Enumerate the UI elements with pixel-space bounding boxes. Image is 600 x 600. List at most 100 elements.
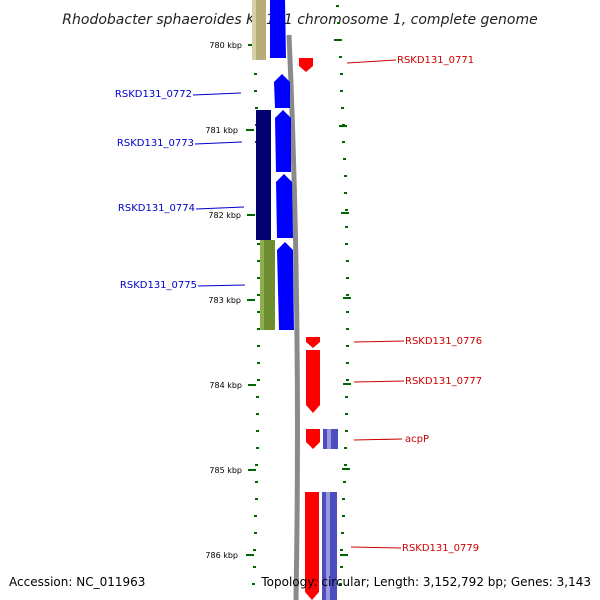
minor-tick-dot [340,73,343,75]
tick-label: 780 kbp [209,41,242,50]
minor-tick-dot [257,260,260,262]
minor-tick-dot [257,311,260,313]
gene-label[interactable]: RSKD131_0774 [118,203,195,214]
minor-tick-dot [255,107,258,109]
minor-tick-dot [254,90,257,92]
label-RSKD131_0774[interactable]: RSKD131_0774 [118,203,245,214]
cog-block-indigo-2-highlight [326,492,330,600]
cog-block-indigo-highlight [327,429,331,449]
gene-label[interactable]: RSKD131_0771 [397,55,474,66]
leader-line [197,284,246,287]
label-RSKD131_0776[interactable]: RSKD131_0776 [353,336,482,347]
gene-label[interactable]: RSKD131_0777 [405,376,482,387]
minor-tick-dot [342,515,345,517]
label-RSKD131_0773[interactable]: RSKD131_0773 [117,138,243,149]
minor-tick-dot [257,362,260,364]
minor-tick-dot [345,243,348,245]
minor-tick-dot [257,277,260,279]
minor-tick-dot [343,481,346,483]
minor-tick-dot [340,566,343,568]
minor-tick-dot [336,5,339,7]
tick-781: 781 kbp [205,126,254,135]
minor-tick-dot [341,107,344,109]
minor-tick-dot [257,243,260,245]
minor-tick-dot [346,379,349,381]
forward-gene-0772 [274,74,290,108]
tick-label: 781 kbp [205,126,238,135]
minor-tick-dot [342,498,345,500]
minor-tick-dot [256,430,259,432]
gene-label[interactable]: RSKD131_0775 [120,280,197,291]
forward-gene-0774 [276,174,293,238]
gene-label[interactable]: RSKD131_0772 [115,89,192,100]
minor-tick-dot [343,158,346,160]
forward-gene-0775 [277,242,294,330]
tick-label: 784 kbp [209,381,242,390]
leader-line [350,546,402,549]
minor-tick-dot [252,583,255,585]
label-RSKD131_0779[interactable]: RSKD131_0779 [350,543,479,554]
cog-block-navy [256,110,271,240]
tick-784: 784 kbp [209,381,256,390]
minor-tick-dot [341,532,344,534]
gene-label[interactable]: acpP [405,434,429,445]
gene-label[interactable]: RSKD131_0779 [402,543,479,554]
forward-gene-0773 [275,110,291,172]
tick-786: 786 kbp [205,551,254,560]
minor-tick-dot [254,532,257,534]
minor-tick-dot [257,328,260,330]
tick-783: 783 kbp [208,296,255,305]
minor-tick-dot [345,396,348,398]
minor-tick-dot [337,22,340,24]
tick-780: 780 kbp [209,41,256,50]
map-title: Rhodobacter sphaeroides KD131 chromosome… [62,12,537,28]
minor-tick-dot [344,175,347,177]
gene-label[interactable]: RSKD131_0776 [405,336,482,347]
minor-tick-dot [255,481,258,483]
label-RSKD131_0772[interactable]: RSKD131_0772 [115,89,242,100]
leader-line [353,438,403,441]
leader-line [192,92,242,96]
leader-line [353,380,405,383]
minor-tick-dot [340,90,343,92]
minor-tick-dot [256,413,259,415]
minor-tick-dot [339,583,342,585]
label-RSKD131_0777[interactable]: RSKD131_0777 [353,376,482,387]
tick-label: 785 kbp [209,466,242,475]
minor-tick-dot [340,549,343,551]
leader-line [195,206,245,210]
tick-label: 783 kbp [208,296,241,305]
reverse-gene-0777 [306,350,320,413]
minor-tick-dot [256,447,259,449]
left-tick-dots [252,5,260,585]
chromosome-backbone [286,34,300,600]
label-acpP[interactable]: acpP [353,434,429,445]
reverse-gene-0771 [299,58,313,72]
leader-line [346,59,397,64]
minor-tick-dot [254,515,257,517]
tick-label: 786 kbp [205,551,238,560]
gene-label[interactable]: RSKD131_0773 [117,138,194,149]
minor-tick-dot [346,277,349,279]
minor-tick-dot [346,260,349,262]
topology-text: Topology: circular; Length: 3,152,792 bp… [260,575,591,589]
leader-line [353,340,405,343]
forward-gene-0770 [270,0,286,58]
label-RSKD131_0771[interactable]: RSKD131_0771 [346,55,474,66]
label-RSKD131_0775[interactable]: RSKD131_0775 [120,280,246,291]
accession-text: Accession: NC_011963 [9,575,145,589]
minor-tick-dot [253,566,256,568]
minor-tick-dot [256,396,259,398]
minor-tick-dot [255,498,258,500]
cog-block-khaki-highlight [252,0,256,60]
minor-tick-dot [345,430,348,432]
minor-tick-dot [342,141,345,143]
minor-tick-dot [257,294,260,296]
minor-tick-dot [346,294,349,296]
right-tick-dots [336,5,349,585]
minor-tick-dot [257,345,260,347]
minor-tick-dot [344,192,347,194]
tick-782: 782 kbp [208,211,255,220]
reverse-gene-0779 [305,492,319,600]
